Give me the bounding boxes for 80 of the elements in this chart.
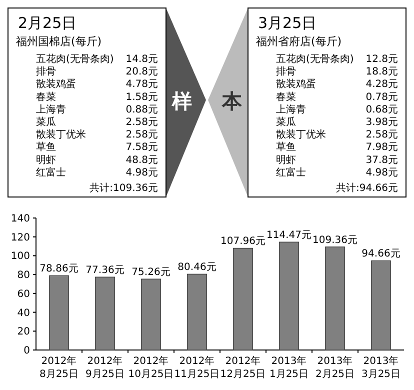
y-tick-label: 120 (10, 232, 30, 244)
y-tick-label: 60 (17, 288, 30, 300)
x-tick-label: 2013年2月25日 (315, 355, 355, 380)
bar (141, 278, 161, 350)
text: 0.88元 (126, 104, 158, 116)
text: 草鱼 (36, 141, 56, 154)
bar (95, 276, 115, 350)
x-tick-label: 2013年1月25日 (269, 355, 309, 380)
text: 共计:94.66元 (336, 182, 398, 194)
text: 12.8元 (366, 54, 398, 65)
x-tick-label: 2013年3月25日 (361, 355, 401, 380)
text: 菜瓜 (36, 116, 56, 128)
bar (279, 242, 299, 350)
text: 排骨 (36, 66, 56, 78)
text: 散装丁优米 (36, 128, 86, 141)
text: 3.98元 (366, 117, 398, 128)
text: 0.78元 (366, 92, 398, 103)
text: 本 (221, 89, 243, 113)
text: 散装鸡蛋 (276, 78, 316, 90)
text: 福州国棉店(每斤) (16, 35, 102, 48)
text: 4.98元 (126, 167, 158, 178)
x-tick-label: 2012年11月25日 (174, 355, 220, 380)
text: 3月25日 (258, 14, 317, 32)
text: 2月25日 (18, 14, 77, 32)
data-label: 77.36元 (86, 265, 124, 276)
data-label: 114.47元 (266, 230, 312, 242)
text: 样 (171, 89, 192, 113)
text: 37.8元 (366, 154, 398, 166)
text: 排骨 (276, 66, 296, 78)
y-tick-label: 20 (17, 326, 30, 338)
text: 18.8元 (366, 66, 398, 78)
data-label: 107.96元 (220, 236, 266, 248)
text: 7.58元 (126, 142, 158, 154)
text: 春菜 (276, 90, 296, 103)
text: 14.8元 (126, 54, 158, 65)
y-tick-label: 140 (10, 214, 30, 224)
text: 菜瓜 (276, 116, 296, 128)
bar (49, 275, 69, 350)
bar (325, 246, 345, 350)
text: 春菜 (36, 90, 56, 103)
text: 48.8元 (126, 154, 158, 166)
y-tick-label: 0 (24, 346, 30, 356)
x-tick-label: 2012年10月25日 (128, 355, 174, 380)
text: 1.58元 (126, 92, 158, 103)
y-tick-label: 100 (10, 251, 30, 262)
data-label: 75.26元 (132, 267, 170, 278)
y-tick-label: 80 (17, 270, 30, 282)
data-label: 80.46元 (178, 262, 216, 274)
data-label: 78.86元 (40, 264, 78, 275)
text: 20.8元 (126, 66, 158, 78)
bar (371, 260, 391, 350)
text: 上海青 (276, 103, 306, 116)
y-tick-label: 40 (17, 308, 30, 319)
text: 福州省府店(每斤) (256, 35, 342, 48)
x-tick-label: 2012年9月25日 (85, 355, 125, 380)
text: 五花肉(无骨条肉) (36, 53, 114, 65)
text: 7.98元 (366, 142, 398, 154)
bar (233, 248, 253, 350)
text: 明虾 (276, 154, 296, 166)
text: 2.58元 (126, 130, 158, 141)
x-tick-label: 2012年12月25日 (220, 355, 266, 380)
x-tick-label: 2012年8月25日 (39, 355, 79, 380)
bar (187, 274, 207, 350)
data-label: 94.66元 (362, 248, 400, 260)
text: 五花肉(无骨条肉) (276, 53, 354, 65)
text: 2.58元 (126, 117, 158, 128)
text: 红富士 (276, 166, 306, 178)
text: 红富士 (36, 166, 66, 178)
text: 0.68元 (366, 104, 398, 116)
text: 2.58元 (366, 130, 398, 141)
text: 4.28元 (366, 79, 398, 90)
text: 4.78元 (126, 79, 158, 90)
text: 散装丁优米 (276, 128, 326, 141)
text: 共计:109.36元 (90, 182, 158, 194)
text: 4.98元 (366, 167, 398, 178)
data-label: 109.36元 (312, 234, 358, 246)
text: 明虾 (36, 154, 56, 166)
text: 上海青 (36, 103, 66, 116)
text: 散装鸡蛋 (36, 78, 76, 90)
text: 草鱼 (276, 141, 296, 154)
